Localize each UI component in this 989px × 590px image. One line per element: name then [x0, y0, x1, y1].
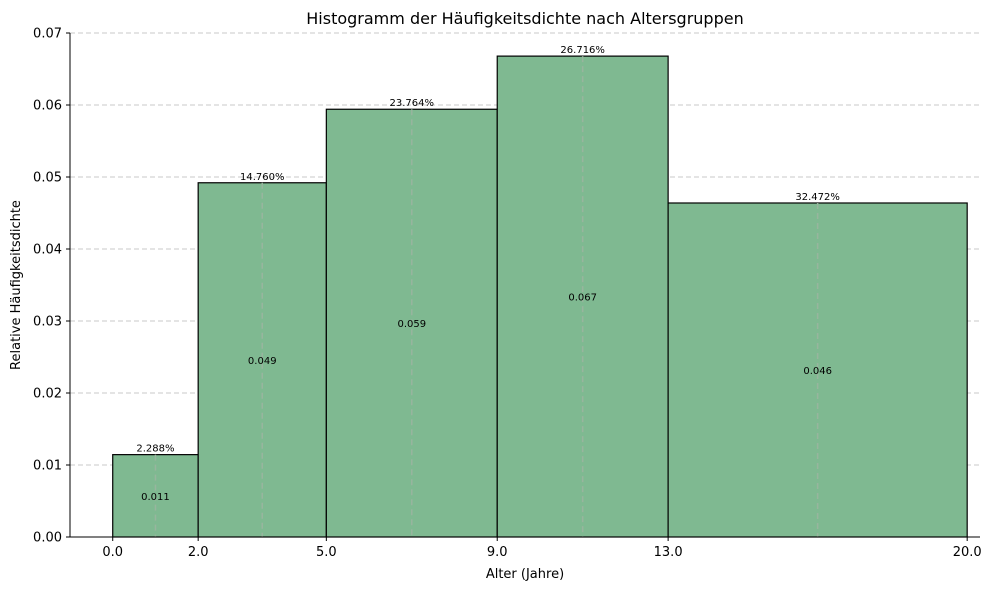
- y-tick-label: 0.05: [33, 171, 62, 186]
- y-tick-label: 0.02: [33, 387, 62, 402]
- y-tick-label: 0.00: [33, 531, 62, 546]
- bar-percent-label: 14.760%: [240, 172, 285, 183]
- x-tick-label: 0.0: [102, 545, 123, 560]
- y-tick-label: 0.07: [33, 27, 62, 42]
- bar-value-label: 0.067: [568, 293, 597, 304]
- x-tick-label: 5.0: [316, 545, 337, 560]
- x-tick-label: 13.0: [654, 545, 683, 560]
- y-tick-label: 0.06: [33, 99, 62, 114]
- bar-value-label: 0.046: [803, 366, 832, 377]
- axes-group: [69, 33, 980, 538]
- x-axis-label: Alter (Jahre): [486, 567, 564, 582]
- bars-group: [112, 55, 968, 538]
- x-tick-label: 2.0: [188, 545, 209, 560]
- x-tick-label: 9.0: [487, 545, 508, 560]
- y-tick-label: 0.03: [33, 315, 62, 330]
- bar-percent-label: 23.764%: [390, 98, 435, 109]
- bar-value-label: 0.011: [141, 492, 170, 503]
- labels-group: 2.288% 0.011 14.760% 0.049 23.764% 0.059 26.71…: [136, 45, 840, 503]
- bar-value-label: 0.059: [397, 319, 426, 330]
- y-axis-label: Relative Häufigkeitsdichte: [9, 200, 24, 370]
- bar-percent-label: 2.288%: [136, 444, 174, 455]
- y-tick-label: 0.04: [33, 243, 62, 258]
- x-tick-label: 20.0: [953, 545, 982, 560]
- bar-percent-label: 26.716%: [560, 45, 605, 56]
- bar-value-label: 0.049: [248, 356, 277, 367]
- y-tick-label: 0.01: [33, 459, 62, 474]
- x-ticks: 0.0 2.0 5.0 9.0 13.0 20.0: [102, 537, 982, 560]
- chart-title: Histogramm der Häufigkeitsdichte nach Al…: [306, 9, 743, 28]
- bar-percent-label: 32.472%: [795, 192, 840, 203]
- y-ticks: 0.00 0.01 0.02 0.03 0.04 0.05 0.06 0.07: [33, 27, 70, 546]
